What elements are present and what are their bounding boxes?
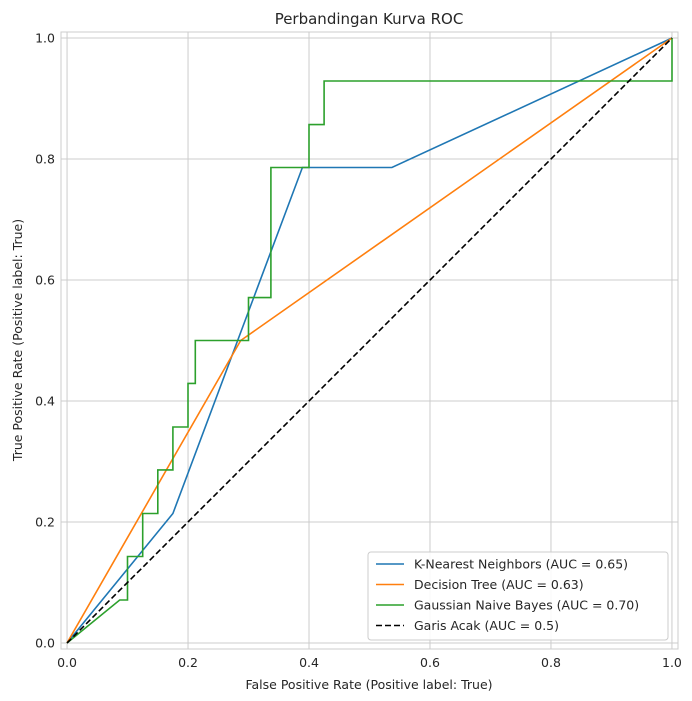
x-tick-label: 0.6 (420, 655, 440, 670)
legend: K-Nearest Neighbors (AUC = 0.65) Decision… (367, 551, 669, 641)
chart-title: Perbandingan Kurva ROC (275, 10, 464, 28)
y-tick-label: 1.0 (35, 31, 55, 46)
x-axis-label: False Positive Rate (Positive label: Tru… (245, 677, 492, 692)
x-tick-label: 1.0 (662, 655, 682, 670)
legend-entry-3: Garis Acak (AUC = 0.5) (414, 618, 559, 633)
y-tick-label: 0.2 (35, 514, 55, 529)
series-line-2 (66, 38, 673, 644)
y-tick-label: 0.0 (35, 635, 55, 650)
plot-frame (60, 31, 679, 650)
y-tick-label: 0.8 (35, 152, 55, 167)
legend-box (367, 551, 669, 641)
x-tick-labels: 0.0 0.2 0.4 0.6 0.8 1.0 (57, 655, 682, 670)
y-tick-label: 0.4 (35, 393, 55, 408)
legend-entry-1: Decision Tree (AUC = 0.63) (414, 577, 584, 592)
y-tick-labels: 0.0 0.2 0.4 0.6 0.8 1.0 (35, 31, 55, 651)
y-axis-label: True Positive Rate (Positive label: True… (10, 219, 25, 462)
legend-entry-0: K-Nearest Neighbors (AUC = 0.65) (414, 557, 628, 572)
x-tick-label: 0.2 (178, 655, 198, 670)
y-tick-label: 0.6 (35, 273, 55, 288)
legend-entry-2: Gaussian Naive Bayes (AUC = 0.70) (414, 598, 639, 613)
x-tick-label: 0.4 (299, 655, 319, 670)
series-layer (66, 37, 673, 644)
series-line-3 (66, 37, 673, 644)
x-tick-label: 0.8 (541, 655, 561, 670)
x-tick-label: 0.0 (57, 655, 77, 670)
